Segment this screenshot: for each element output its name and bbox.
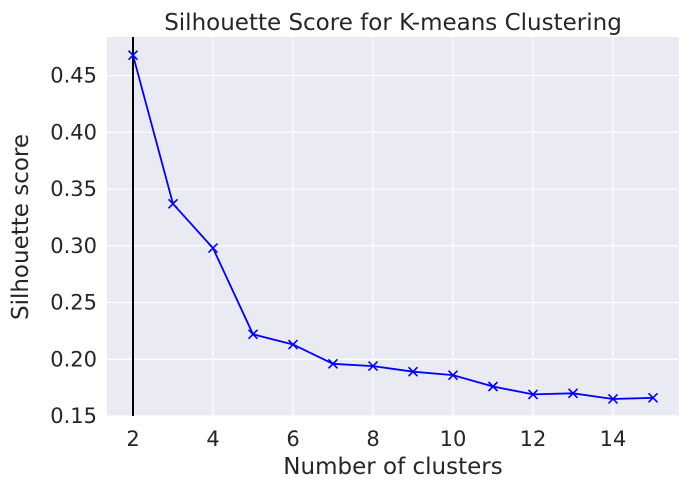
data-point-marker xyxy=(607,393,619,405)
y-axis-label: Silhouette score xyxy=(8,134,34,320)
y-tick-label: 0.15 xyxy=(50,404,97,428)
data-point-marker xyxy=(207,242,219,254)
data-point-marker xyxy=(527,389,539,400)
series-layer xyxy=(127,50,659,405)
data-point-marker xyxy=(447,370,459,381)
data-point-marker xyxy=(127,50,139,61)
data-point-marker xyxy=(647,392,659,403)
data-point-marker xyxy=(287,339,299,350)
data-point-marker xyxy=(567,388,579,399)
y-tick-label: 0.25 xyxy=(50,291,97,315)
plot-area xyxy=(107,37,679,416)
x-tick-label: 2 xyxy=(126,427,139,451)
data-point-marker xyxy=(407,366,419,377)
x-tick-label: 14 xyxy=(600,427,627,451)
data-point-marker xyxy=(487,381,499,392)
y-tick-label: 0.30 xyxy=(50,234,97,258)
series-line xyxy=(132,54,654,400)
data-point-marker xyxy=(167,198,179,209)
data-point-marker xyxy=(367,361,379,372)
data-point-marker xyxy=(327,358,339,369)
y-tick-label: 0.40 xyxy=(50,120,97,144)
x-tick-label: 8 xyxy=(366,427,379,451)
x-tick-label: 4 xyxy=(206,427,219,451)
chart-title: Silhouette Score for K-means Clustering xyxy=(164,10,622,36)
x-tick-label: 10 xyxy=(440,427,467,451)
x-axis-label: Number of clusters xyxy=(283,454,502,480)
y-tick-label: 0.45 xyxy=(50,64,97,88)
y-tick-label: 0.20 xyxy=(50,347,97,371)
data-point-marker xyxy=(247,329,259,340)
x-tick-label: 6 xyxy=(286,427,299,451)
y-tick-label: 0.35 xyxy=(50,177,97,201)
grid xyxy=(107,37,679,417)
x-tick-label: 12 xyxy=(520,427,547,451)
tick-labels: 2 4 6 8 10 12 14 0.15 0.20 0.25 0.30 0.35 0.40 0.45 xyxy=(50,64,626,451)
